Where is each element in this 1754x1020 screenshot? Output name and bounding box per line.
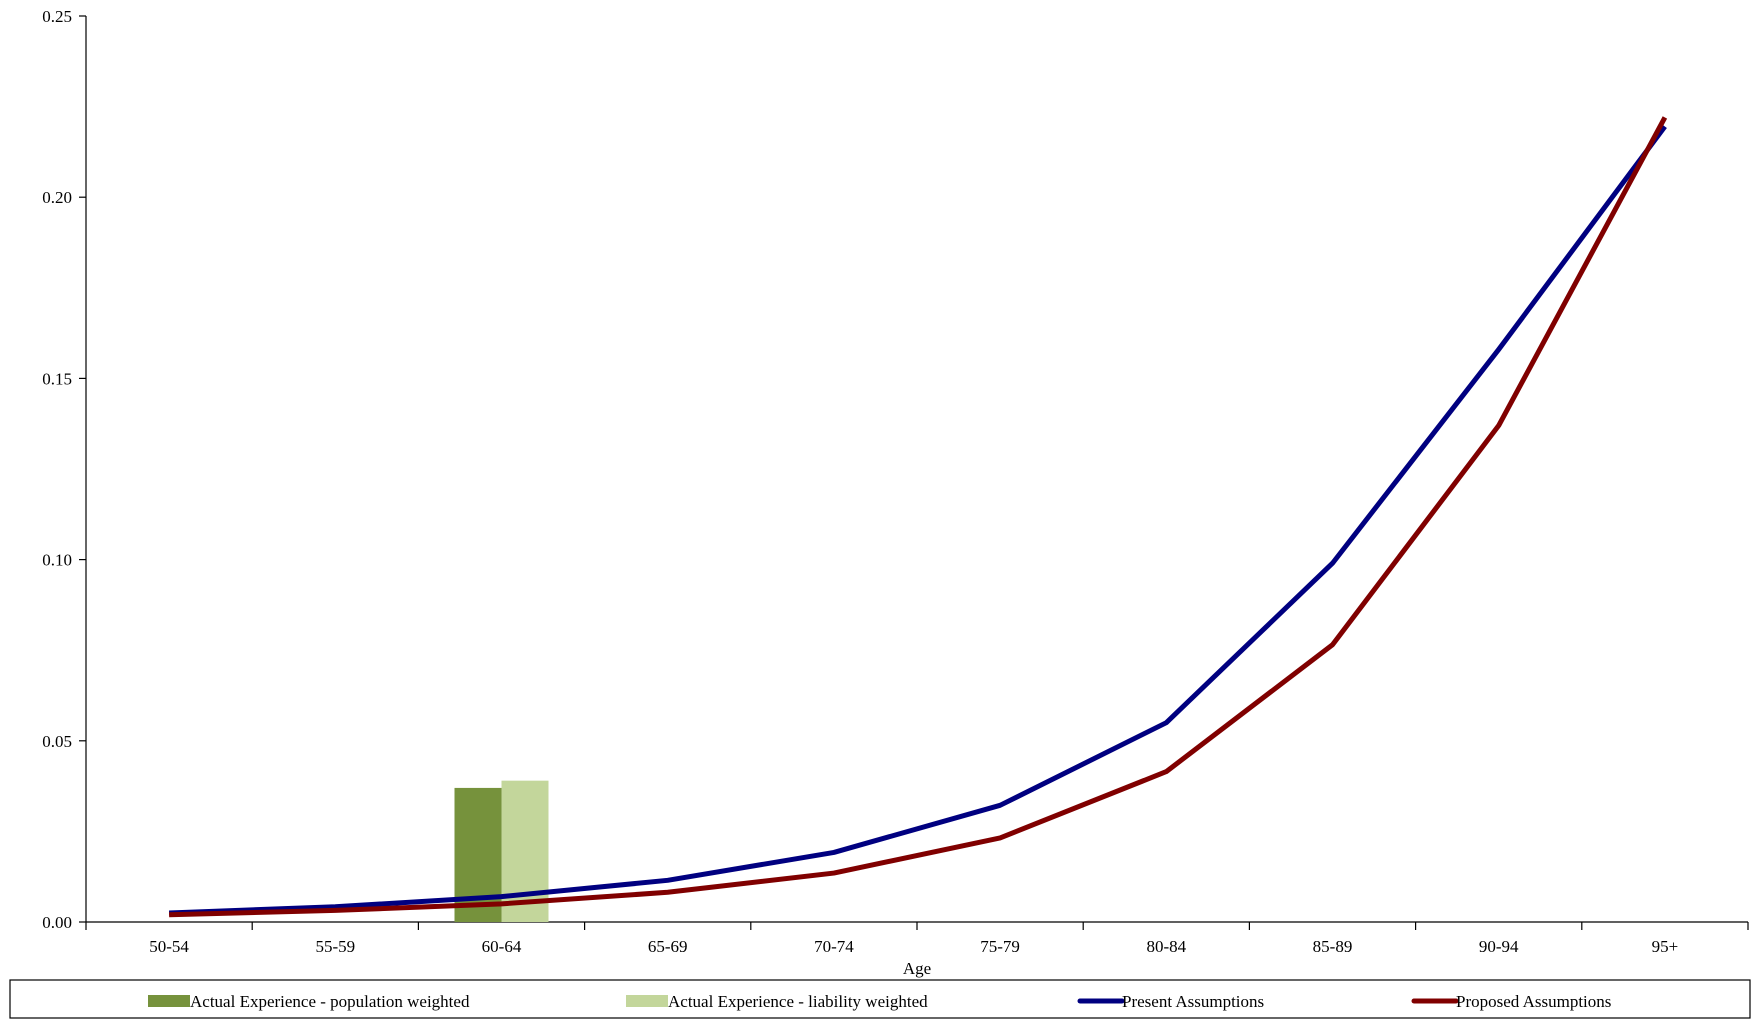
y-tick-label: 0.05 — [42, 732, 72, 751]
legend-label: Actual Experience - liability weighted — [668, 992, 928, 1011]
y-axis: 0.00 0.05 0.10 0.15 0.20 0.25 — [42, 7, 87, 932]
x-axis: 50-54 55-59 60-64 65-69 70-74 75-79 80-84 85-89… — [85, 921, 1749, 956]
line-series — [169, 116, 1668, 918]
x-tick-label: 90-94 — [1479, 937, 1519, 956]
x-tick-label: 80-84 — [1146, 937, 1186, 956]
x-tick-label: 85-89 — [1313, 937, 1353, 956]
legend-swatch — [148, 995, 190, 1007]
y-tick-label: 0.25 — [42, 7, 72, 26]
series-line — [169, 125, 1667, 916]
x-tick-label: 95+ — [1652, 937, 1679, 956]
bar-series — [454, 780, 549, 922]
y-tick-label: 0.10 — [42, 551, 72, 570]
x-tick-label: 70-74 — [814, 937, 854, 956]
x-tick-label: 65-69 — [648, 937, 688, 956]
bar — [501, 780, 549, 922]
series-line — [169, 116, 1668, 918]
x-tick-label: 50-54 — [149, 937, 189, 956]
legend-swatch — [626, 995, 668, 1007]
y-tick-label: 0.20 — [42, 188, 72, 207]
y-tick-label: 0.00 — [42, 913, 72, 932]
legend: Actual Experience - population weighted A… — [9, 979, 1751, 1019]
y-tick-label: 0.15 — [42, 369, 72, 388]
legend-label: Proposed Assumptions — [1456, 992, 1611, 1011]
legend-box — [9, 979, 1751, 1019]
x-tick-label: 60-64 — [482, 937, 522, 956]
x-tick-label: 75-79 — [980, 937, 1020, 956]
legend-label: Actual Experience - population weighted — [190, 992, 470, 1011]
x-tick-label: 55-59 — [315, 937, 355, 956]
x-axis-title: Age — [903, 959, 931, 978]
legend-label: Present Assumptions — [1122, 992, 1264, 1011]
